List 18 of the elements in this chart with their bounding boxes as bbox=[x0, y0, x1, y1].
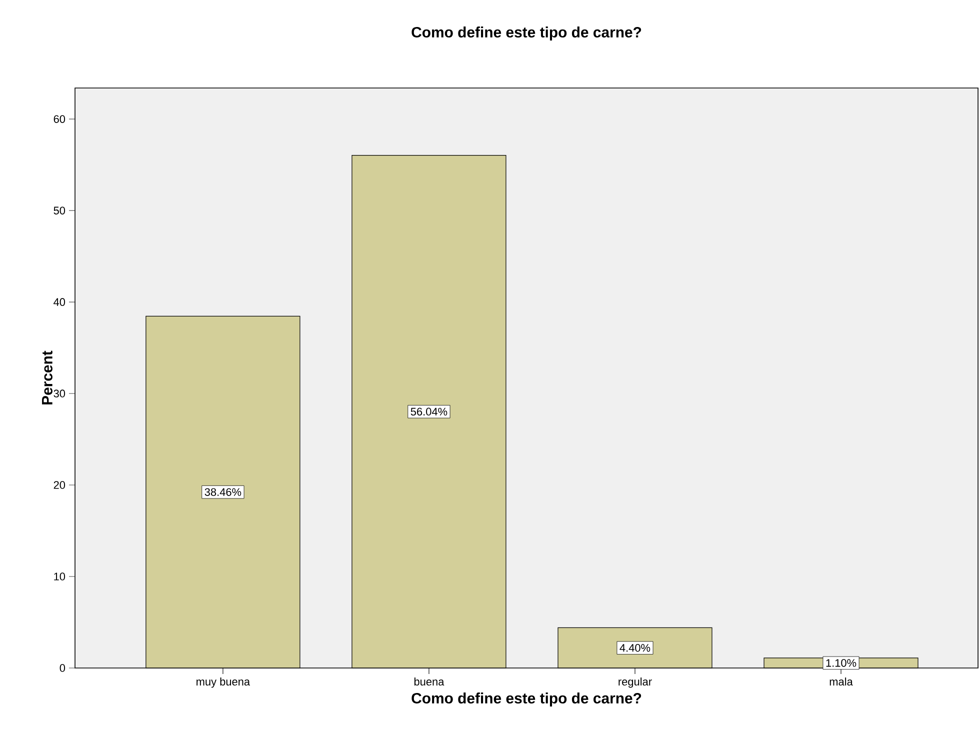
y-tick-label: 10 bbox=[54, 572, 66, 580]
y-axis-title: Percent bbox=[42, 350, 52, 404]
x-tick-label: muy buena bbox=[196, 678, 250, 688]
y-tick-label: 20 bbox=[54, 481, 66, 489]
data-label: 4.40% bbox=[620, 644, 650, 652]
chart-title: Como define este tipo de carne? bbox=[412, 26, 642, 40]
data-label: 56.04% bbox=[410, 408, 448, 416]
x-tick-label: mala bbox=[830, 678, 853, 686]
y-tick-label: 40 bbox=[54, 298, 66, 306]
y-tick-label: 0 bbox=[60, 664, 66, 672]
data-label: 1.10% bbox=[826, 659, 856, 667]
x-axis-title: Como define este tipo de carne? bbox=[412, 692, 642, 706]
y-tick-label: 60 bbox=[54, 115, 66, 123]
y-tick-label: 50 bbox=[54, 206, 66, 214]
data-label: 38.46% bbox=[204, 488, 242, 496]
x-tick-label: buena bbox=[414, 678, 444, 686]
x-tick-label: regular bbox=[618, 678, 652, 688]
y-tick-label: 30 bbox=[54, 390, 66, 398]
